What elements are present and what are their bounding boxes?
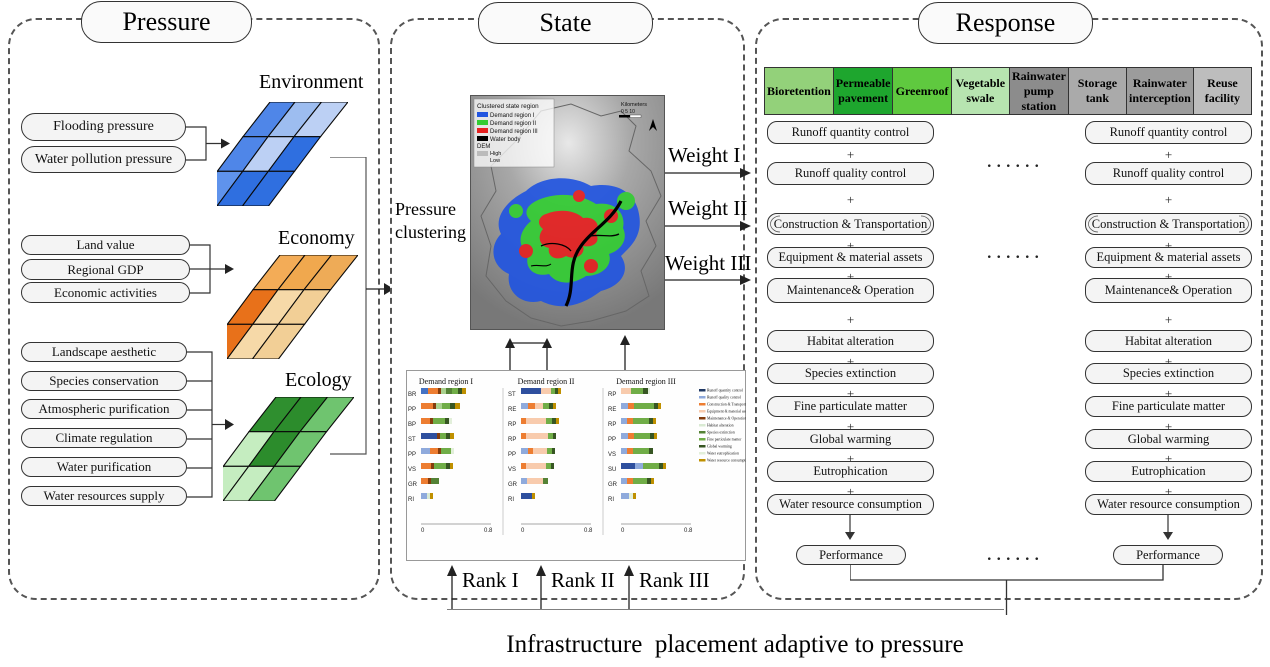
- svg-text:VS: VS: [608, 452, 616, 458]
- svg-text:PP: PP: [408, 452, 416, 458]
- svg-text:Global warming: Global warming: [707, 445, 732, 449]
- svg-text:Water eutrophication: Water eutrophication: [707, 452, 739, 456]
- svg-text:0.8: 0.8: [584, 528, 593, 534]
- svg-text:PP: PP: [408, 407, 416, 413]
- svg-text:RE: RE: [508, 407, 516, 413]
- svg-text:Equipment & material assets: Equipment & material assets: [707, 410, 746, 414]
- svg-text:ST: ST: [508, 392, 516, 398]
- svg-text:0: 0: [621, 528, 625, 534]
- svg-text:GR: GR: [508, 482, 518, 488]
- svg-text:0: 0: [521, 528, 525, 534]
- svg-text:Demand region III: Demand region III: [616, 377, 676, 386]
- svg-text:Demand region I: Demand region I: [490, 113, 535, 119]
- svg-text:Demand region III: Demand region III: [490, 129, 538, 135]
- svg-text:Water resource consumption: Water resource consumption: [707, 459, 746, 463]
- svg-text:Runoff quality control: Runoff quality control: [707, 396, 741, 400]
- svg-text:Fine particulate matter: Fine particulate matter: [707, 438, 742, 442]
- svg-text:RI: RI: [608, 497, 614, 503]
- svg-text:VS: VS: [408, 467, 416, 473]
- svg-text:RI: RI: [508, 497, 514, 503]
- svg-text:BP: BP: [408, 422, 416, 428]
- svg-text:PP: PP: [508, 452, 516, 458]
- svg-text:0 5 10: 0 5 10: [621, 109, 635, 115]
- svg-text:0: 0: [421, 528, 425, 534]
- svg-text:Kilometers: Kilometers: [621, 102, 647, 108]
- svg-text:Clustered state region: Clustered state region: [477, 103, 539, 110]
- svg-text:BR: BR: [408, 392, 417, 398]
- svg-text:0.8: 0.8: [484, 528, 493, 534]
- svg-text:Low: Low: [490, 158, 500, 164]
- svg-text:RP: RP: [508, 422, 516, 428]
- svg-text:Species extinction: Species extinction: [707, 431, 735, 435]
- svg-text:Water body: Water body: [490, 137, 520, 143]
- svg-text:Construction & Transportation: Construction & Transportation: [707, 403, 746, 407]
- svg-text:RI: RI: [408, 497, 414, 503]
- svg-text:RE: RE: [608, 407, 616, 413]
- svg-text:Demand region II: Demand region II: [490, 121, 536, 127]
- svg-text:ST: ST: [408, 437, 416, 443]
- svg-text:GR: GR: [408, 482, 418, 488]
- svg-text:RP: RP: [508, 437, 516, 443]
- svg-text:Demand region II: Demand region II: [518, 377, 575, 386]
- svg-text:DEM: DEM: [477, 144, 490, 150]
- svg-text:RP: RP: [608, 422, 616, 428]
- svg-text:Maintenance & Operation: Maintenance & Operation: [707, 417, 746, 421]
- svg-text:0.8: 0.8: [684, 528, 693, 534]
- svg-text:SU: SU: [608, 467, 616, 473]
- svg-text:PP: PP: [608, 437, 616, 443]
- svg-text:High: High: [490, 151, 501, 157]
- svg-text:GR: GR: [608, 482, 618, 488]
- svg-text:VS: VS: [508, 467, 516, 473]
- svg-text:Habitat alteration: Habitat alteration: [707, 424, 734, 428]
- svg-text:RP: RP: [608, 392, 616, 398]
- svg-text:Demand region I: Demand region I: [419, 377, 474, 386]
- svg-text:Runoff quantity control: Runoff quantity control: [707, 389, 743, 393]
